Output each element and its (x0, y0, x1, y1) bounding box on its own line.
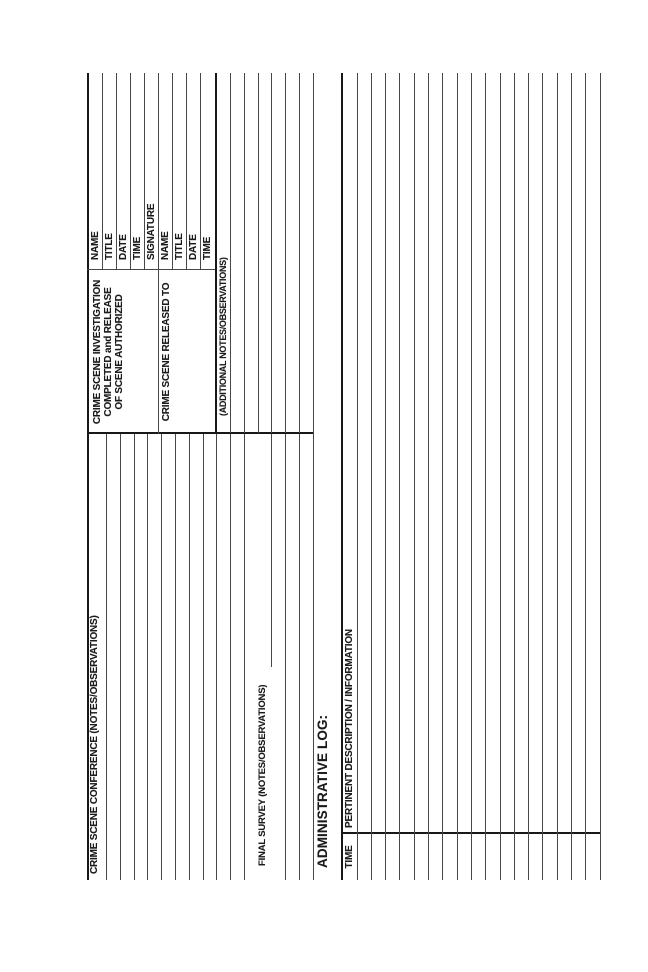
ruled-line (285, 73, 286, 433)
ruled-line (101, 73, 103, 270)
ruled-line (115, 73, 117, 270)
ruled-line (399, 73, 401, 880)
ruled-line (599, 73, 601, 880)
ruled-line (175, 434, 176, 880)
ruled-line (370, 73, 372, 880)
ruled-line (470, 73, 472, 880)
ruled-line (271, 73, 272, 433)
additional-notes-label: (ADDITIONAL NOTES/OBSERVATIONS) (218, 257, 228, 416)
field-label-name: NAME (89, 231, 101, 260)
ruled-line (571, 73, 572, 880)
ruled-line (285, 434, 286, 880)
admin-table-top-border (341, 73, 343, 880)
investigation-complete-label-line3: OF SCENE AUTHORIZED (114, 294, 125, 410)
ruled-line (356, 73, 358, 880)
ruled-line (299, 73, 300, 433)
ruled-line (542, 73, 544, 880)
ruled-line (243, 73, 245, 433)
investigation-complete-label-line1: CRIME SCENE INVESTIGATION (92, 279, 103, 425)
ruled-line (528, 73, 530, 880)
field-label-date: DATE (187, 234, 199, 260)
ruled-line (499, 73, 501, 880)
ruled-line (513, 73, 515, 880)
ruled-line (413, 73, 415, 880)
investigation-complete-label-line2: COMPLETED and RELEASE (103, 287, 114, 417)
ruled-line (199, 73, 201, 270)
field-label-title: TITLE (173, 233, 185, 260)
conference-section-title: CRIME SCENE CONFERENCE (NOTES/OBSERVATIO… (89, 615, 100, 874)
ruled-line (442, 73, 444, 880)
ruled-line (188, 434, 190, 880)
administrative-log-title: ADMINISTRATIVE LOG: (315, 714, 330, 868)
field-label-time: TIME (131, 236, 143, 260)
released-to-label: CRIME SCENE RELEASED TO (161, 282, 172, 422)
ruled-line (299, 434, 300, 880)
ruled-line (216, 434, 218, 880)
ruled-line (585, 73, 587, 880)
investigation-complete-label: CRIME SCENE INVESTIGATION COMPLETED and … (92, 270, 125, 434)
field-label-time: TIME (201, 236, 213, 260)
ruled-line (133, 434, 135, 880)
field-label-title: TITLE (103, 233, 115, 260)
ruled-line (129, 73, 131, 270)
ruled-line (119, 434, 121, 880)
final-survey-section-title: FINAL SURVEY (NOTES/OBSERVATIONS) (257, 684, 268, 866)
ruled-line (313, 73, 314, 880)
time-column-header: TIME (344, 845, 355, 869)
ruled-line (244, 434, 245, 880)
ruled-line (147, 434, 149, 880)
ruled-line (143, 73, 145, 270)
ruled-line (456, 73, 458, 880)
ruled-line (202, 434, 204, 880)
release-box-bottom-border (214, 73, 217, 434)
ruled-line (229, 73, 231, 433)
ruled-line (230, 434, 232, 880)
field-label-date: DATE (117, 234, 129, 260)
ruled-line (556, 73, 558, 880)
field-label-name: NAME (159, 231, 171, 260)
ruled-line (106, 434, 107, 880)
ruled-line (485, 73, 487, 880)
ruled-line (385, 73, 387, 880)
description-column-header: PERTINENT DESCRIPTION / INFORMATION (344, 629, 355, 828)
ruled-line (257, 73, 259, 433)
ruled-line (161, 434, 163, 880)
ruled-line (185, 73, 187, 270)
field-label-signature: SIGNATURE (145, 203, 157, 260)
ruled-line (271, 434, 272, 667)
ruled-line (171, 73, 173, 270)
ruled-line (428, 73, 429, 880)
